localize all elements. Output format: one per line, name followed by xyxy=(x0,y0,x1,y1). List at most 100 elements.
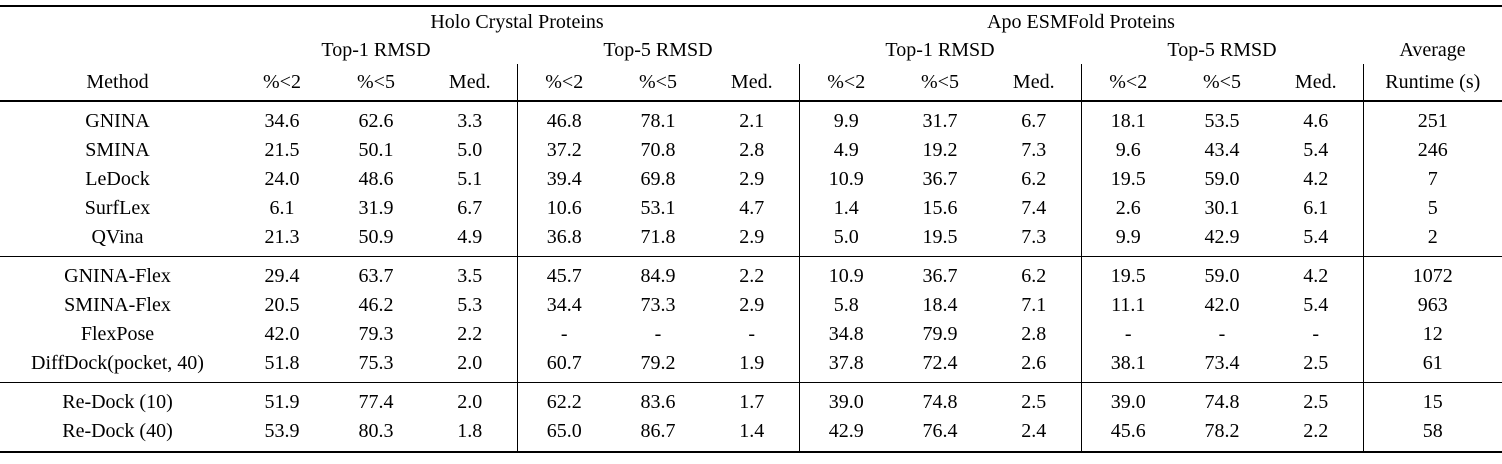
value-cell: 69.8 xyxy=(640,168,676,190)
value-cell: 11.1 xyxy=(1080,291,1175,320)
value-cell: 1.4 xyxy=(739,420,765,442)
value-cell: 7.1 xyxy=(1021,294,1047,316)
value-cell: 5.0 xyxy=(798,223,893,257)
table-row: SurfLex 6.1 31.9 6.7 10.6 53.1 4.7 1.4 15.6 7.4 2.… xyxy=(0,194,1502,223)
table-row: Re-Dock (10) 51.9 77.4 2.0 62.2 83.6 1.7 39.0 74… xyxy=(0,382,1502,417)
value-cell: 42.0 xyxy=(1204,294,1240,316)
value-cell: 19.5 xyxy=(1080,256,1175,291)
metric-header: %<5 xyxy=(329,64,423,102)
flexible-methods-group: GNINA-Flex 29.4 63.7 3.5 45.7 84.9 2.2 10.9 36.7… xyxy=(0,256,1502,383)
value-cell: 5.8 xyxy=(798,291,893,320)
value-cell: 60.7 xyxy=(516,349,611,383)
value-cell: 20.5 xyxy=(264,294,300,316)
metric-header: %<2 xyxy=(235,64,329,102)
value-cell: 39.0 xyxy=(798,382,893,417)
value-cell: - xyxy=(1080,320,1175,349)
subgroup-apo-top1: Top-1 RMSD xyxy=(885,39,995,61)
value-cell: 78.2 xyxy=(1204,420,1240,442)
value-cell: 36.8 xyxy=(516,223,611,257)
runtime-cell: 2 xyxy=(1362,223,1502,257)
metric-header: %<2 xyxy=(798,64,893,102)
value-cell: 5.4 xyxy=(1303,139,1329,161)
value-cell: 45.6 xyxy=(1080,417,1175,452)
metric-header: %<5 xyxy=(1175,64,1269,102)
value-cell: - xyxy=(1312,323,1320,345)
value-cell: 30.1 xyxy=(1204,197,1240,219)
value-cell: 42.9 xyxy=(798,417,893,452)
table-row: Re-Dock (40) 53.9 80.3 1.8 65.0 86.7 1.4 42.9 76… xyxy=(0,417,1502,452)
value-cell: - xyxy=(516,320,611,349)
method-cell: LeDock xyxy=(85,168,150,190)
value-cell: 37.2 xyxy=(516,136,611,165)
value-cell: 2.0 xyxy=(457,352,483,374)
baseline-methods-group: GNINA 34.6 62.6 3.3 46.8 78.1 2.1 9.9 31.7 6.7 18.… xyxy=(0,101,1502,257)
value-cell: 2.9 xyxy=(739,226,765,248)
value-cell: 2.5 xyxy=(1269,382,1364,417)
value-cell: 79.2 xyxy=(640,352,676,374)
header-row-metrics: Method %<2 %<5 Med. %<2 %<5 Med. %<2 %<5… xyxy=(0,64,1502,102)
value-cell: 1.4 xyxy=(798,194,893,223)
header-row-protein-groups: Holo Crystal Proteins Apo ESMFold Protei… xyxy=(0,6,1502,37)
value-cell: 6.7 xyxy=(457,197,483,219)
value-cell: 18.4 xyxy=(922,294,958,316)
runtime-cell: 58 xyxy=(1362,417,1502,452)
value-cell: 46.8 xyxy=(516,101,611,136)
value-cell: 2.6 xyxy=(1021,352,1047,374)
value-cell: 84.9 xyxy=(611,256,705,291)
value-cell: 6.2 xyxy=(987,256,1081,291)
results-table: Holo Crystal Proteins Apo ESMFold Protei… xyxy=(0,5,1502,453)
value-cell: 10.9 xyxy=(798,256,893,291)
method-cell: Re-Dock (10) xyxy=(0,382,235,417)
value-cell: 6.2 xyxy=(1021,168,1047,190)
value-cell: 19.5 xyxy=(922,226,958,248)
value-cell: 36.7 xyxy=(893,256,987,291)
value-cell: 21.5 xyxy=(264,139,300,161)
value-cell: 9.9 xyxy=(1080,223,1175,257)
method-cell: SMINA xyxy=(85,139,150,161)
value-cell: 2.5 xyxy=(1303,352,1329,374)
metric-header: Med. xyxy=(1269,64,1364,102)
value-cell: 31.7 xyxy=(922,110,958,132)
method-cell: DiffDock(pocket, 40) xyxy=(31,352,204,374)
value-cell: 62.6 xyxy=(358,110,394,132)
value-cell: 2.9 xyxy=(739,294,765,316)
value-cell: 9.6 xyxy=(1080,136,1175,165)
value-cell: 10.9 xyxy=(798,165,893,194)
header-row-rmsd-groups: Top-1 RMSD Top-5 RMSD Top-1 RMSD Top-5 R… xyxy=(0,37,1502,64)
value-cell: 76.4 xyxy=(922,420,958,442)
value-cell: 6.7 xyxy=(1021,110,1047,132)
metric-header: %<2 xyxy=(1080,64,1175,102)
method-cell: GNINA-Flex xyxy=(0,256,235,291)
table-row: GNINA-Flex 29.4 63.7 3.5 45.7 84.9 2.2 10.9 36.7… xyxy=(0,256,1502,291)
value-cell: 15.6 xyxy=(922,197,958,219)
metric-header: %<5 xyxy=(893,64,987,102)
runtime-column-header: Runtime (s) xyxy=(1362,64,1502,102)
value-cell: 74.8 xyxy=(1175,382,1269,417)
col-group-apo: Apo ESMFold Proteins xyxy=(987,10,1175,33)
value-cell: 24.0 xyxy=(264,168,300,190)
value-cell: 1.7 xyxy=(705,382,799,417)
subgroup-holo-top1: Top-1 RMSD xyxy=(321,39,431,61)
spacer-cell xyxy=(0,37,235,64)
runtime-cell: 1072 xyxy=(1362,256,1502,291)
method-cell: GNINA xyxy=(85,110,150,132)
table-row: DiffDock(pocket, 40) 51.8 75.3 2.0 60.7 79.2 1… xyxy=(0,349,1502,383)
value-cell: 5.0 xyxy=(457,139,483,161)
value-cell: 37.8 xyxy=(798,349,893,383)
value-cell: 38.1 xyxy=(1080,349,1175,383)
runtime-cell: 251 xyxy=(1362,101,1502,136)
value-cell: 62.2 xyxy=(516,382,611,417)
value-cell: 5.4 xyxy=(1303,226,1329,248)
value-cell: 2.9 xyxy=(739,168,765,190)
value-cell: 5.4 xyxy=(1303,294,1329,316)
value-cell: 2.5 xyxy=(987,382,1081,417)
value-cell: 73.4 xyxy=(1204,352,1240,374)
value-cell: 2.1 xyxy=(739,110,765,132)
runtime-cell: 15 xyxy=(1362,382,1502,417)
value-cell: 4.7 xyxy=(739,197,765,219)
value-cell: 45.7 xyxy=(516,256,611,291)
value-cell: 2.4 xyxy=(1021,420,1047,442)
value-cell: 79.9 xyxy=(922,323,958,345)
value-cell: 53.9 xyxy=(264,420,300,442)
